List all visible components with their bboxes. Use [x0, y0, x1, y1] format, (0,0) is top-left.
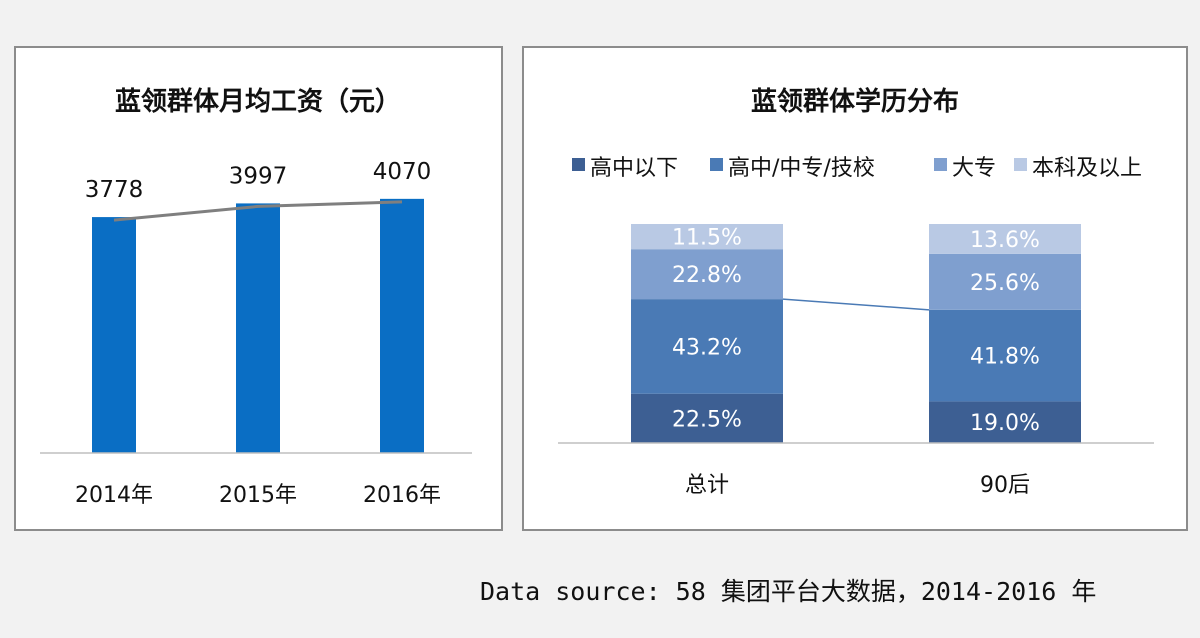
segment-value-label: 43.2%	[672, 335, 742, 360]
legend-label: 大专	[952, 156, 996, 181]
salary-bar-2015年	[236, 203, 280, 453]
x-tick-label: 总计	[685, 473, 729, 498]
salary-chart-panel: 蓝领群体月均工资（元） 3778 2014年 3997 2015年 4070 2016年	[14, 46, 503, 531]
legend-swatch-本科及以上	[1014, 158, 1027, 171]
legend-swatch-高中/中专/技校	[710, 158, 723, 171]
series-connector-line	[782, 298, 930, 311]
stack-segment-高中以下	[631, 393, 783, 443]
stack-segment-大专	[929, 253, 1081, 310]
education-chart-title: 蓝领群体学历分布	[751, 86, 959, 117]
segment-value-label: 41.8%	[970, 345, 1040, 370]
stack-segment-大专	[631, 249, 783, 300]
legend-label: 高中/中专/技校	[728, 156, 875, 181]
salary-value-label: 3778	[85, 177, 144, 203]
education-chart: 蓝领群体学历分布 高中以下 高中/中专/技校 大专 本科及以上 22.5% 43.2% 22…	[558, 86, 1154, 498]
x-tick-label: 2016年	[363, 483, 441, 508]
x-tick-label: 2014年	[75, 483, 153, 508]
legend-label: 本科及以上	[1032, 156, 1142, 181]
stack-segment-本科及以上	[631, 224, 783, 250]
salary-chart: 蓝领群体月均工资（元） 3778 2014年 3997 2015年 4070 2016年	[40, 86, 472, 508]
salary-chart-title: 蓝领群体月均工资（元）	[115, 86, 401, 117]
stack-segment-高中以下	[929, 401, 1081, 443]
salary-bar-2016年	[380, 198, 424, 453]
x-tick-label: 2015年	[219, 483, 297, 508]
segment-value-label: 11.5%	[672, 226, 742, 251]
x-tick-label: 90后	[980, 473, 1030, 498]
segment-value-label: 25.6%	[970, 271, 1040, 296]
stack-segment-高中/中专/技校	[929, 309, 1081, 402]
stack-segment-高中/中专/技校	[631, 299, 783, 394]
stack-segment-本科及以上	[929, 224, 1081, 254]
segment-value-label: 22.8%	[672, 263, 742, 288]
legend-swatch-高中以下	[572, 158, 585, 171]
salary-value-label: 3997	[229, 163, 288, 189]
salary-bar-2014年	[92, 217, 136, 453]
segment-value-label: 22.5%	[672, 407, 742, 432]
legend-label: 高中以下	[590, 156, 678, 181]
salary-trend-line	[113, 200, 403, 222]
segment-value-label: 13.6%	[970, 228, 1040, 253]
education-chart-panel: 蓝领群体学历分布 高中以下 高中/中专/技校 大专 本科及以上 22.5% 43.2% 22…	[522, 46, 1188, 531]
segment-value-label: 19.0%	[970, 411, 1040, 436]
data-source-note: Data source: 58 集团平台大数据，2014-2016 年	[480, 577, 1097, 606]
legend-swatch-大专	[934, 158, 947, 171]
salary-value-label: 4070	[373, 159, 432, 185]
